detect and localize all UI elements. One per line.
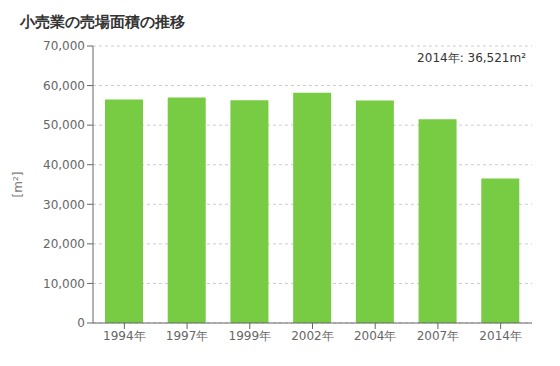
svg-text:40,000: 40,000 <box>43 158 85 172</box>
svg-text:2004年: 2004年 <box>354 329 397 343</box>
svg-text:1999年: 1999年 <box>229 329 272 343</box>
html-text:小売業の売場面積の推移: 小売業の売場面積の推移 <box>20 13 185 31</box>
svg-text:2007年: 2007年 <box>417 329 460 343</box>
svg-text:1994年: 1994年 <box>103 329 146 343</box>
svg-text:1997年: 1997年 <box>166 329 209 343</box>
svg-text:70,000: 70,000 <box>43 39 85 53</box>
svg-text:10,000: 10,000 <box>43 277 85 291</box>
svg-text:[m²]: [m²] <box>11 172 25 198</box>
svg-text:2014年: 2014年 <box>479 329 522 343</box>
html-text:2014年: 36,521m²: 2014年: 36,521m² <box>417 51 526 65</box>
svg-text:50,000: 50,000 <box>43 118 85 132</box>
svg-text:60,000: 60,000 <box>43 79 85 93</box>
svg-text:20,000: 20,000 <box>43 237 85 251</box>
svg-text:2002年: 2002年 <box>291 329 334 343</box>
svg-text:0: 0 <box>77 316 85 330</box>
svg-text:30,000: 30,000 <box>43 198 85 212</box>
